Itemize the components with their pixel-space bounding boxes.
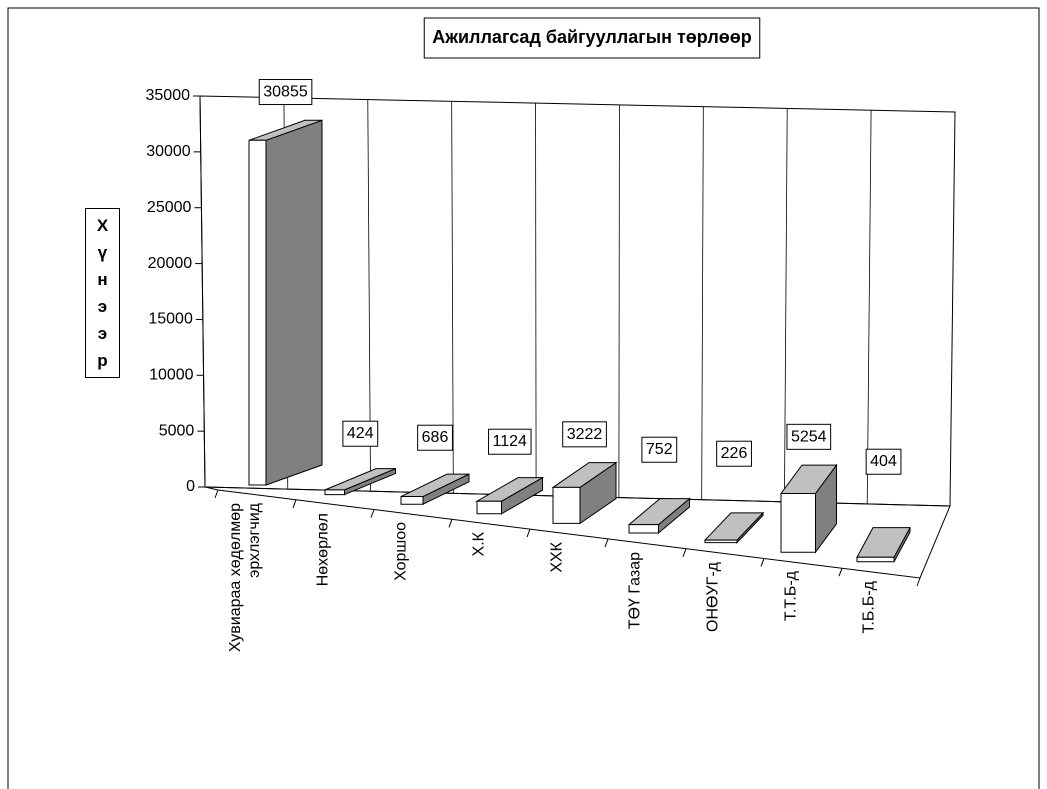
value-label-box xyxy=(786,423,832,450)
back-wall-divider xyxy=(701,106,704,500)
bar-front xyxy=(856,556,895,563)
x-tick-label: Х.К xyxy=(470,532,488,557)
x-tick xyxy=(292,499,297,508)
back-wall-divider xyxy=(866,110,872,504)
y-tick-label: 25000 xyxy=(147,199,192,216)
x-tick xyxy=(526,528,531,538)
x-tick xyxy=(370,509,375,518)
bar-side xyxy=(265,119,323,486)
value-label: 30855 xyxy=(263,84,308,101)
x-tick xyxy=(448,519,453,528)
value-label-box xyxy=(342,420,379,447)
value-label: 404 xyxy=(870,453,897,470)
y-tick-label: 15000 xyxy=(148,311,193,328)
bar-top xyxy=(856,527,911,558)
bar-front xyxy=(400,496,424,505)
frame xyxy=(7,7,1040,789)
y-tick-label: 35000 xyxy=(146,87,191,104)
x-tick-label: Т.Б.Б-д xyxy=(860,581,878,634)
x-tick xyxy=(214,489,219,499)
x-tick-label: ОНӨУГ-д xyxy=(704,561,722,632)
value-label: 226 xyxy=(721,445,748,462)
left-wall-edge xyxy=(199,95,206,488)
x-tick xyxy=(916,577,921,587)
chart-title: Ажиллагсад байгууллагын төрлөөр xyxy=(432,27,752,47)
value-label-box xyxy=(258,79,313,106)
bar-front xyxy=(248,139,267,486)
y-tick-label: 5000 xyxy=(159,422,195,439)
bar-front xyxy=(704,539,738,544)
value-label-box xyxy=(865,448,902,475)
back-wall-divider xyxy=(451,101,454,494)
title-box xyxy=(423,17,761,59)
y-tick-label: 0 xyxy=(186,478,195,495)
x-tick xyxy=(604,538,609,548)
value-label: 3222 xyxy=(567,426,603,443)
y-tick-label: 10000 xyxy=(149,367,194,384)
back-wall-divider xyxy=(618,104,620,498)
value-label: 686 xyxy=(422,429,449,446)
value-label: 5254 xyxy=(791,428,827,445)
bar-front xyxy=(552,486,581,524)
value-label-box xyxy=(417,424,453,451)
x-tick-label: Хоршоо xyxy=(392,522,410,582)
x-tick-label: Хувиараа хөдөлмөр эрхлэгчид xyxy=(227,502,263,652)
value-label: 1124 xyxy=(493,433,528,450)
value-label: 424 xyxy=(347,425,374,442)
x-tick-label: Нөхөрлөл xyxy=(314,512,332,586)
bar-front xyxy=(324,489,345,496)
value-label-box xyxy=(716,440,752,467)
y-tick-label: 20000 xyxy=(148,255,193,272)
value-label-box xyxy=(641,436,678,463)
x-tick-label: Т.Т.Б-д xyxy=(782,571,800,622)
back-wall-divider xyxy=(535,103,537,496)
bar-front xyxy=(476,500,502,515)
back-wall-divider xyxy=(784,108,788,502)
bar-top xyxy=(703,512,765,541)
x-tick-label: ТӨҮ Газар xyxy=(626,551,644,629)
x-tick-label: ХХК xyxy=(548,542,566,573)
value-label: 752 xyxy=(646,441,673,458)
bar-front xyxy=(780,493,816,553)
y-axis-label-box: Хүнээр xyxy=(85,208,120,378)
y-axis-label: Хүнээр xyxy=(96,216,109,370)
y-tick-label: 30000 xyxy=(146,143,191,160)
x-tick xyxy=(682,548,687,557)
bar-front xyxy=(628,524,659,534)
value-label-box xyxy=(488,428,532,455)
value-label-box xyxy=(562,421,607,448)
x-tick xyxy=(838,568,843,577)
x-tick xyxy=(760,558,765,567)
